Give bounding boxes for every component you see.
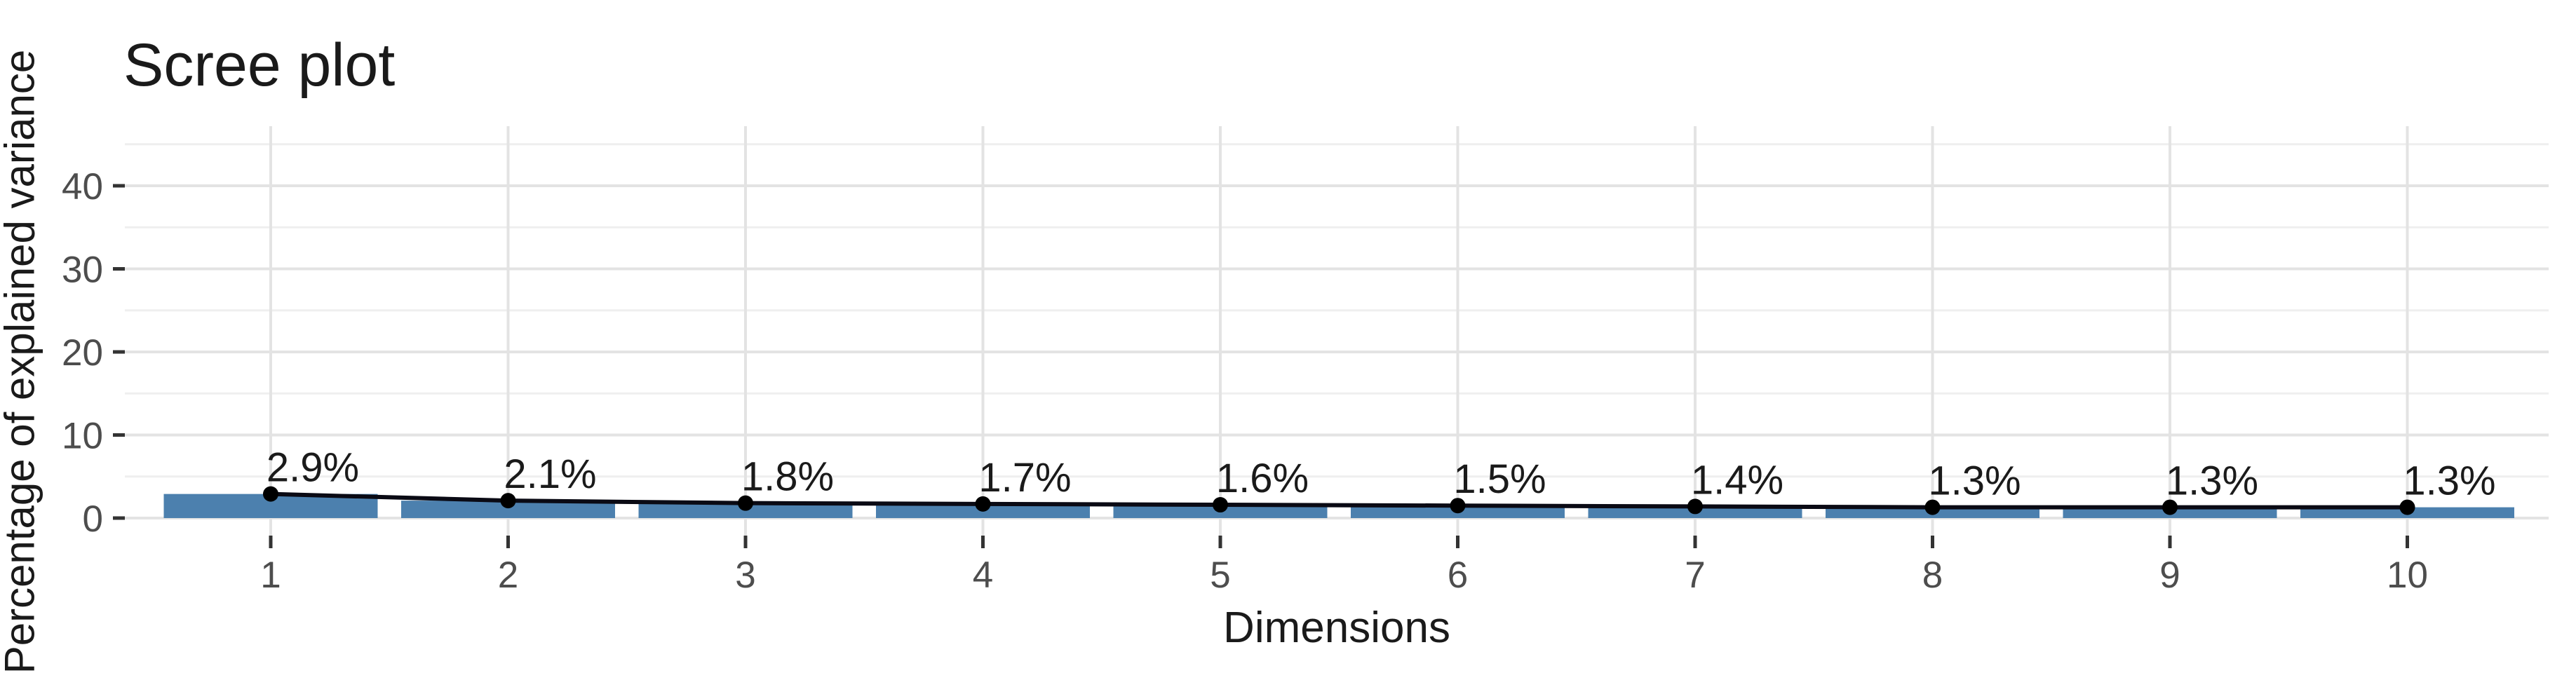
value-label: 1.3%	[2166, 458, 2258, 504]
y-tick-label: 20	[62, 332, 103, 374]
data-point	[1213, 497, 1228, 513]
y-tick-label: 10	[62, 416, 103, 457]
value-label: 2.1%	[504, 451, 596, 497]
value-label: 1.3%	[1928, 458, 2021, 504]
x-tick-label: 3	[735, 555, 755, 596]
value-label: 2.9%	[267, 445, 359, 491]
y-tick-label: 40	[62, 166, 103, 208]
plot-title: Scree plot	[123, 32, 396, 99]
x-tick-label: 6	[1448, 555, 1468, 596]
data-point	[1924, 499, 1941, 515]
value-label: 1.8%	[741, 454, 834, 500]
data-point	[1687, 498, 1703, 515]
x-tick-label: 8	[1922, 555, 1943, 596]
value-label: 1.4%	[1691, 457, 1783, 503]
data-point	[1450, 498, 1466, 514]
data-point	[975, 496, 991, 512]
value-label: 1.5%	[1453, 456, 1546, 502]
data-point	[263, 486, 278, 502]
data-point	[2162, 499, 2178, 515]
y-tick-label: 0	[83, 498, 103, 540]
value-label: 1.3%	[2403, 458, 2495, 504]
y-axis-title: Percentage of explained variance	[0, 49, 43, 673]
x-tick-label: 2	[498, 555, 518, 596]
data-point	[500, 493, 516, 509]
x-axis-title: Dimensions	[1223, 604, 1450, 652]
data-point	[2399, 499, 2415, 515]
y-tick-label: 30	[62, 250, 103, 291]
x-tick-label: 9	[2159, 555, 2180, 596]
value-label: 1.7%	[978, 455, 1071, 501]
scree-line	[270, 491, 2408, 510]
data-point	[738, 495, 753, 511]
value-label: 1.6%	[1216, 456, 1309, 501]
x-tick-label: 5	[1210, 555, 1230, 596]
x-tick-label: 4	[973, 555, 993, 596]
x-tick-label: 7	[1685, 555, 1705, 596]
x-tick-label: 10	[2387, 555, 2428, 596]
x-tick-label: 1	[260, 555, 281, 596]
